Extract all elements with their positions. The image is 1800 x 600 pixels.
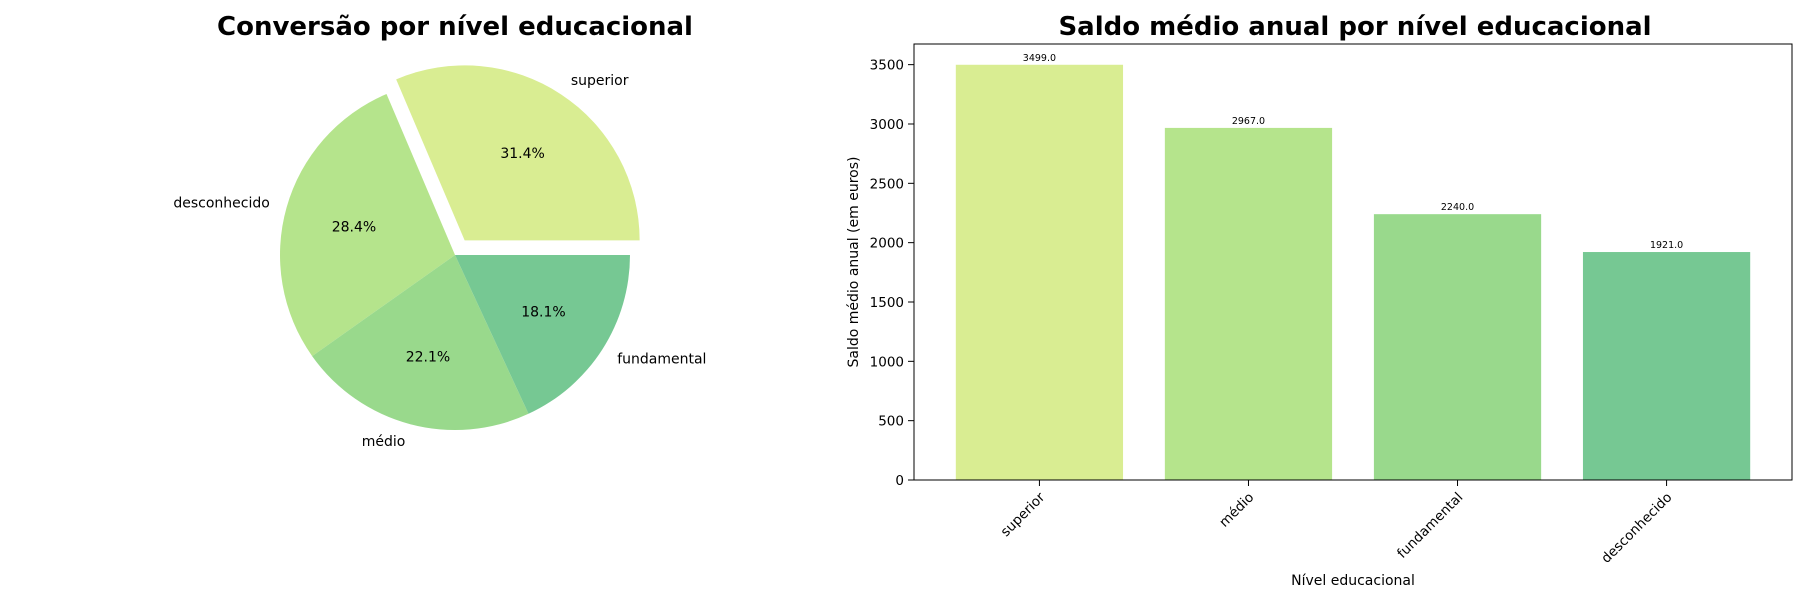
- bar-value-label: 2240.0: [1441, 202, 1474, 213]
- pie-chart-title: Conversão por nível educacional: [217, 12, 693, 42]
- bar-chart-ylabel: Saldo médio anual (em euros): [846, 157, 862, 368]
- pie-slice-label: fundamental: [617, 352, 706, 368]
- pie-slice-médio: [312, 255, 529, 431]
- bar-desconhecido: [1582, 252, 1751, 480]
- bar-superior: [955, 64, 1124, 481]
- y-tick-label: 3000: [870, 117, 904, 133]
- bar-plot-frame-top: [913, 43, 1793, 481]
- x-tick-label: fundamental: [1394, 490, 1466, 562]
- x-tick-label: superior: [998, 489, 1049, 540]
- bar-value-label: 2967.0: [1232, 116, 1265, 127]
- bar-value-label: 1921.0: [1650, 240, 1683, 251]
- bar-chart: Saldo médio anual por nível educacional …: [846, 12, 1793, 589]
- pie-pct-label: 28.4%: [332, 219, 376, 235]
- y-tick-label: 500: [878, 414, 904, 430]
- pie-slice-fundamental: [455, 255, 630, 414]
- bar-médio: [1164, 127, 1333, 480]
- pie-slice-label: desconhecido: [173, 195, 269, 211]
- pie-chart: Conversão por nível educacional 31.4% sup…: [173, 12, 706, 450]
- x-tick-label: desconhecido: [1598, 490, 1675, 567]
- pie-pct-label: 31.4%: [500, 146, 544, 162]
- pie-slice-label: superior: [571, 73, 629, 89]
- pie-pct-label: 22.1%: [406, 349, 450, 365]
- pie-slice-desconhecido: [279, 93, 455, 357]
- y-tick-label: 1500: [870, 295, 904, 311]
- y-tick-label: 0: [895, 473, 904, 489]
- pie-slice-superior: [396, 65, 640, 241]
- bar-chart-xlabel: Nível educacional: [1291, 573, 1415, 589]
- y-tick-label: 1000: [870, 354, 904, 370]
- y-tick-label: 2500: [870, 176, 904, 192]
- pie-slice-label: médio: [362, 434, 406, 450]
- bar-fundamental: [1373, 214, 1542, 480]
- y-tick-label: 3500: [870, 58, 904, 74]
- y-tick-label: 2000: [870, 236, 904, 252]
- x-tick-label: médio: [1216, 490, 1257, 531]
- pie-pct-label: 18.1%: [521, 305, 565, 321]
- bar-chart-title: Saldo médio anual por nível educacional: [1058, 12, 1651, 42]
- bar-value-label: 3499.0: [1023, 53, 1056, 64]
